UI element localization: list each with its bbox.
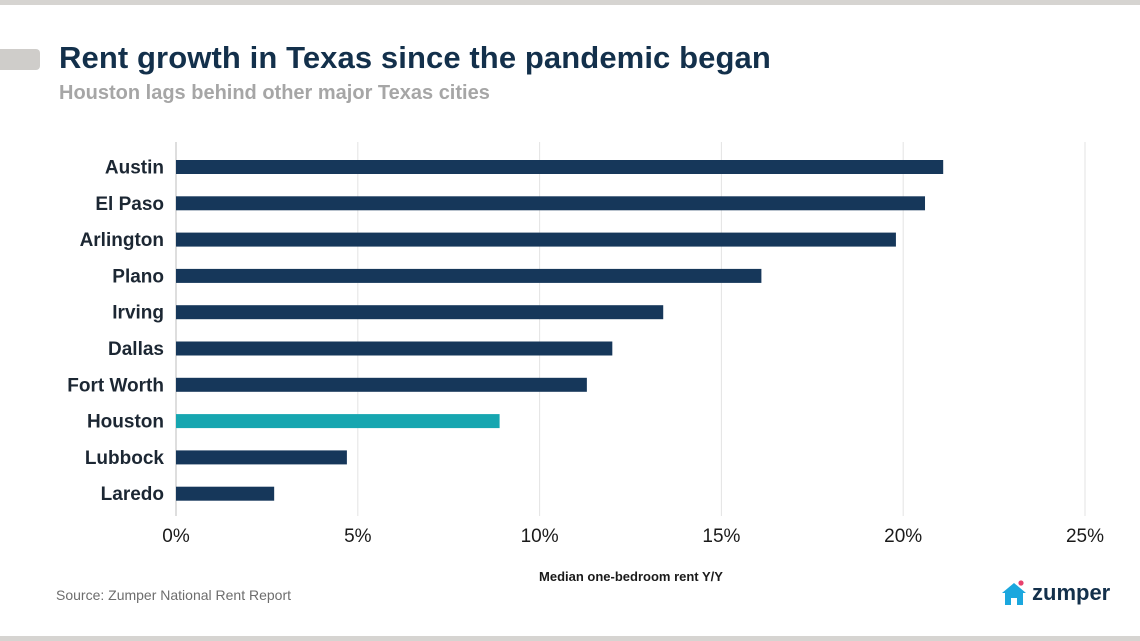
category-label: Fort Worth <box>67 375 164 396</box>
bars <box>176 160 944 501</box>
category-label: Laredo <box>101 484 164 505</box>
bar-arlington <box>176 232 896 247</box>
x-tick-labels: 0% 5% 10% 15% 20% 25% <box>162 526 1104 547</box>
source-note: Source: Zumper National Rent Report <box>56 587 291 603</box>
x-axis-label: Median one-bedroom rent Y/Y <box>539 569 723 584</box>
category-label: Austin <box>105 158 164 179</box>
top-rule <box>0 0 1140 5</box>
logo-text: zumper <box>1032 580 1111 605</box>
section-tab-marker <box>0 49 40 70</box>
category-labels: Austin El Paso Arlington Plano Irving Dallas F… <box>67 158 164 506</box>
zumper-logo: zumper <box>1000 578 1110 608</box>
bar-el-paso <box>176 196 926 211</box>
house-icon <box>1002 580 1026 605</box>
bar-fort-worth <box>176 377 587 392</box>
category-label: El Paso <box>95 194 164 215</box>
category-label: Lubbock <box>85 448 165 469</box>
x-tick-label: 0% <box>162 526 190 547</box>
bar-austin <box>176 160 944 174</box>
category-label: Dallas <box>108 339 164 360</box>
category-label: Plano <box>112 266 164 287</box>
x-tick-label: 25% <box>1066 526 1104 547</box>
x-tick-label: 20% <box>884 526 922 547</box>
chart-title: Rent growth in Texas since the pandemic … <box>59 40 771 75</box>
x-tick-label: 15% <box>702 526 740 547</box>
category-label: Irving <box>112 303 164 324</box>
x-tick-label: 10% <box>521 526 559 547</box>
bar-chart: Austin El Paso Arlington Plano Irving Dallas F… <box>67 142 1104 584</box>
bottom-rule <box>0 636 1140 641</box>
bar-irving <box>176 305 664 320</box>
chart-subtitle: Houston lags behind other major Texas ci… <box>59 82 490 104</box>
bar-dallas <box>176 341 613 356</box>
category-label: Arlington <box>80 230 164 251</box>
bar-plano <box>176 268 762 283</box>
bar-laredo <box>176 486 275 501</box>
bar-houston <box>176 414 500 429</box>
category-label: Houston <box>87 412 164 433</box>
x-tick-label: 5% <box>344 526 372 547</box>
bar-lubbock <box>176 450 347 465</box>
